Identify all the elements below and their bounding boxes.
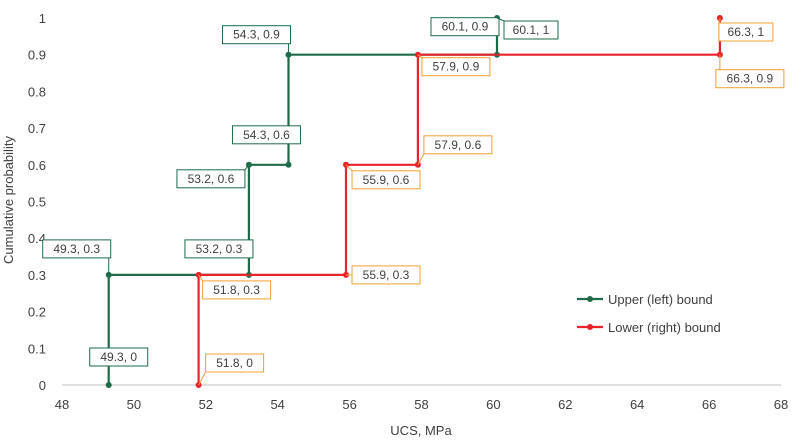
y-tick-label: 0 <box>39 378 46 393</box>
label-box <box>205 353 265 373</box>
label-box <box>503 20 559 40</box>
label-box <box>184 239 254 259</box>
y-tick-label: 0.7 <box>28 121 46 136</box>
legend-label: Lower (right) bound <box>608 320 721 335</box>
y-tick-label: 0.9 <box>28 48 46 63</box>
data-label: 55.9, 0.6 <box>345 164 421 190</box>
data-label-text: 57.9, 0.9 <box>433 60 480 74</box>
data-label-text: 53.2, 0.3 <box>196 242 243 256</box>
y-tick-label: 0.2 <box>28 305 46 320</box>
legend-item: Upper (left) bound <box>577 292 713 307</box>
label-leader <box>345 164 353 172</box>
legend-label: Upper (left) bound <box>608 292 713 307</box>
label-box <box>421 57 491 77</box>
data-label-text: 66.3, 0.9 <box>727 72 774 86</box>
x-tick-label: 62 <box>558 397 572 412</box>
data-label: 53.2, 0.6 <box>176 164 250 189</box>
data-label: 57.9, 0.6 <box>417 135 493 166</box>
x-tick-label: 66 <box>702 397 716 412</box>
y-tick-label: 0.6 <box>28 158 46 173</box>
data-label: 54.3, 0.9 <box>221 25 291 55</box>
data-label-text: 54.3, 0.9 <box>233 28 280 42</box>
data-label-text: 57.9, 0.6 <box>435 138 482 152</box>
x-tick-label: 68 <box>774 397 788 412</box>
data-label: 51.8, 0.3 <box>198 274 272 300</box>
label-box <box>430 17 500 37</box>
label-leader <box>496 17 505 22</box>
data-label-text: 51.8, 0 <box>216 356 253 370</box>
data-label: 57.9, 0.9 <box>417 54 491 77</box>
label-box <box>42 239 112 259</box>
series-line <box>197 18 721 385</box>
label-box <box>423 135 493 155</box>
data-label-text: 49.3, 0 <box>100 350 137 364</box>
x-tick-label: 58 <box>414 397 428 412</box>
data-label-text: 49.3, 0.3 <box>53 242 100 256</box>
data-label: 49.3, 0.3 <box>42 239 112 275</box>
data-label: 66.3, 0.9 <box>715 54 785 89</box>
data-label: 60.1, 1 <box>496 17 559 40</box>
data-label-text: 51.8, 0.3 <box>213 283 260 297</box>
legend-swatch-marker <box>587 324 593 330</box>
x-axis-title: UCS, MPa <box>390 423 452 438</box>
data-label: 60.1, 0.9 <box>430 17 500 55</box>
data-label-text: 60.1, 1 <box>513 23 550 37</box>
x-tick-label: 56 <box>342 397 356 412</box>
data-label: 51.8, 0 <box>198 353 265 386</box>
x-tick-label: 52 <box>199 397 213 412</box>
y-tick-label: 0.5 <box>28 195 46 210</box>
data-label-text: 55.9, 0.3 <box>363 268 410 282</box>
axes: 48 50 52 54 56 58 60 62 64 66 68 0 0.1 0.2 0.3 0.4 0.5 0.… <box>28 11 788 412</box>
label-box <box>351 170 421 190</box>
label-box <box>718 22 774 42</box>
label-box <box>231 125 301 145</box>
x-tick-label: 54 <box>270 397 284 412</box>
data-label-text: 60.1, 0.9 <box>442 20 489 34</box>
y-tick-label: 1 <box>39 11 46 26</box>
legend-item: Lower (right) bound <box>577 320 721 335</box>
data-label: 49.3, 0 <box>89 347 149 385</box>
legend-swatch-marker <box>587 296 593 302</box>
label-box <box>176 169 246 189</box>
data-label: 54.3, 0.6 <box>231 125 301 165</box>
data-label: 66.3, 1 <box>718 18 774 42</box>
data-label-text: 66.3, 1 <box>728 25 765 39</box>
x-tick-label: 48 <box>55 397 69 412</box>
legend: Upper (left) bound Lower (right) bound <box>577 292 721 335</box>
data-label-text: 53.2, 0.6 <box>188 172 235 186</box>
y-tick-label: 0.8 <box>28 84 46 99</box>
x-tick-label: 64 <box>630 397 644 412</box>
label-box <box>202 280 272 300</box>
label-box <box>221 25 291 45</box>
y-axis-title: Cumulative probability <box>1 136 16 264</box>
data-label-text: 55.9, 0.6 <box>363 173 410 187</box>
data-label: 53.2, 0.3 <box>184 239 254 275</box>
y-tick-label: 0.4 <box>28 231 46 246</box>
label-leader <box>198 371 207 386</box>
label-leader <box>198 274 204 282</box>
data-label: 55.9, 0.3 <box>346 265 421 285</box>
label-box <box>351 265 421 285</box>
x-tick-label: 50 <box>127 397 141 412</box>
callout-layer: 49.3, 0 49.3, 0.3 53.2, 0.3 53.2, 0.6 54.3, … <box>42 17 785 386</box>
label-leader <box>417 54 423 59</box>
y-tick-label: 0.1 <box>28 341 46 356</box>
label-leader <box>417 153 425 166</box>
label-leader <box>244 164 250 171</box>
data-label-text: 54.3, 0.6 <box>243 128 290 142</box>
x-tick-label: 60 <box>486 397 500 412</box>
label-box <box>89 347 149 367</box>
label-box <box>715 69 785 89</box>
y-tick-label: 0.3 <box>28 268 46 283</box>
